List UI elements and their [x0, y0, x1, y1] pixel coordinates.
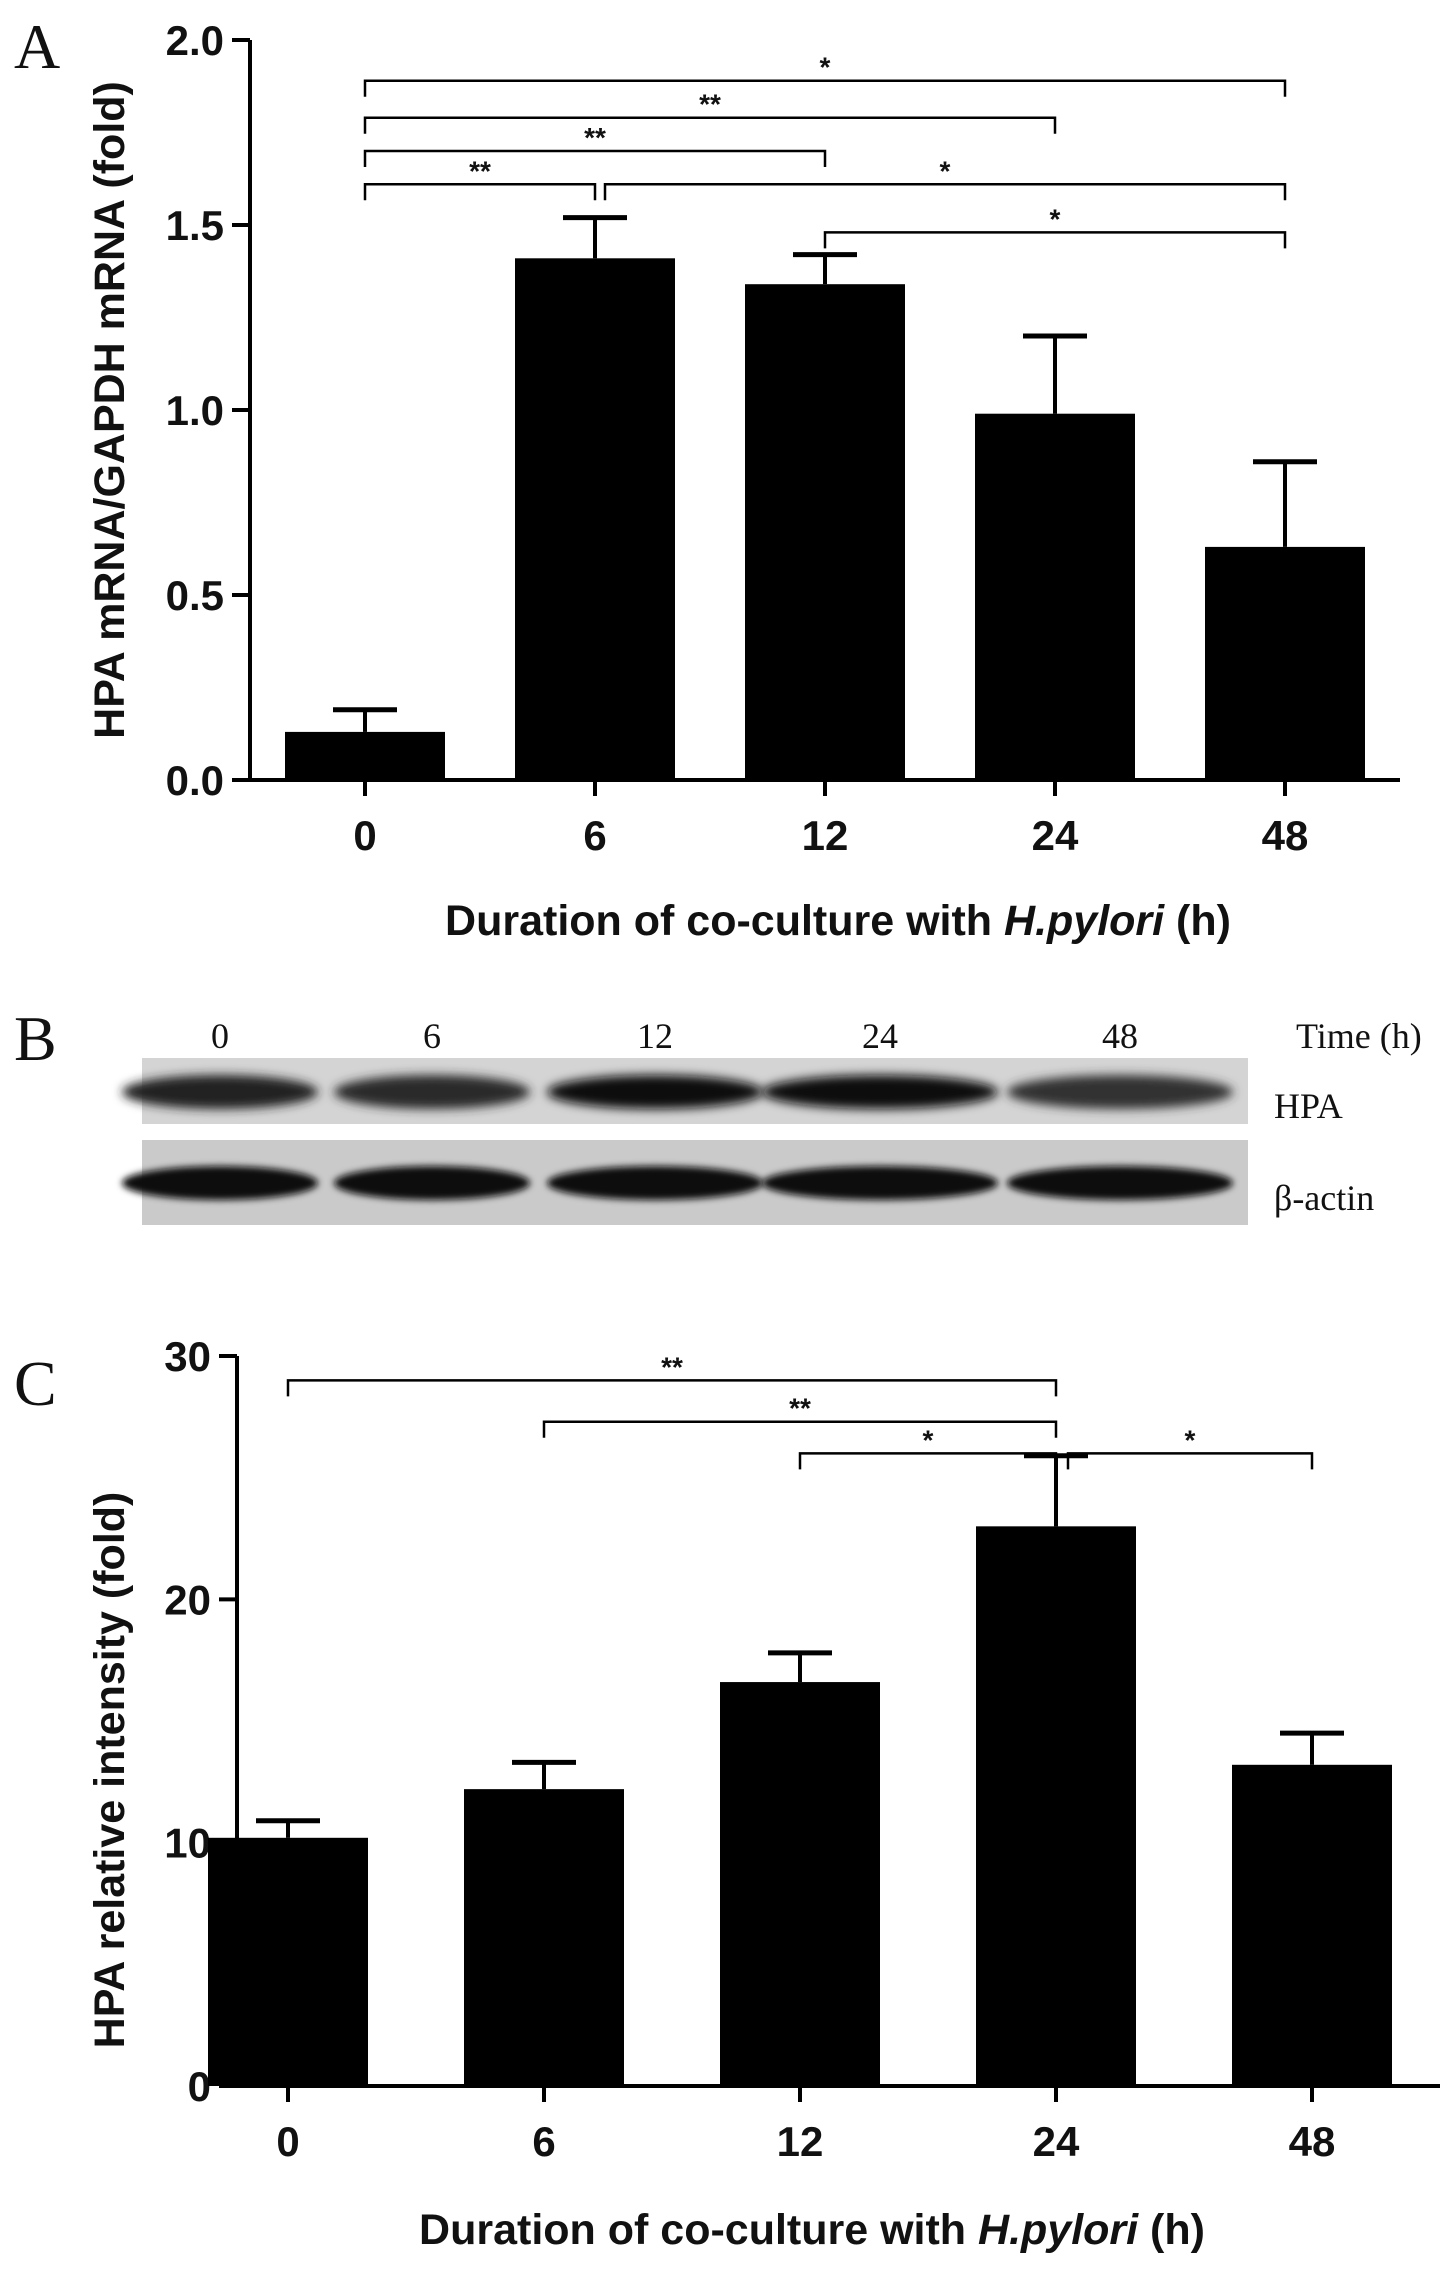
blot-band	[547, 1075, 763, 1109]
blot-band	[1007, 1166, 1233, 1200]
blot-lane-label: 0	[211, 1016, 229, 1056]
significance-label: **	[469, 155, 491, 186]
western-blot: Time (h) HPA β-actin 0 6 12 24 48	[122, 1016, 1422, 1225]
y-tick-label: 0.5	[166, 572, 224, 619]
significance-bracket	[363, 149, 827, 167]
significance-label: *	[1050, 203, 1061, 234]
bar	[285, 731, 445, 780]
y-tick-label: 0	[188, 2063, 211, 2110]
bar	[208, 1837, 368, 2086]
blot-band	[762, 1075, 998, 1109]
blot-lane-label: 24	[862, 1016, 898, 1056]
significance-label: **	[789, 1393, 811, 1424]
y-tick-label: 30	[164, 1333, 211, 1380]
x-tick-label: 12	[777, 2118, 824, 2165]
y-tick-label: 1.0	[166, 387, 224, 434]
significance-label: *	[940, 155, 951, 186]
bar	[1232, 1764, 1392, 2086]
significance-label: **	[699, 89, 721, 120]
significance-bracket	[286, 1379, 1058, 1397]
x-tick-label: 48	[1262, 812, 1309, 859]
blot-band	[547, 1166, 763, 1200]
blot-row-label-actin: β-actin	[1274, 1178, 1374, 1218]
blot-row-label-hpa: HPA	[1274, 1086, 1343, 1126]
significance-bracket	[823, 231, 1287, 249]
significance-bracket	[363, 116, 1057, 134]
blot-time-header: Time (h)	[1296, 1016, 1422, 1056]
panel-letter-c: C	[14, 1348, 57, 1419]
bar	[515, 258, 675, 780]
bar	[976, 1526, 1136, 2086]
y-tick-label: 0.0	[166, 757, 224, 804]
blot-lane-label: 48	[1102, 1016, 1138, 1056]
bar	[975, 413, 1135, 780]
y-tick-label: 1.5	[166, 202, 224, 249]
x-tick-label: 24	[1032, 812, 1079, 859]
significance-label: *	[820, 52, 831, 83]
y-tick-label: 20	[164, 1576, 211, 1623]
significance-label: *	[1185, 1424, 1196, 1455]
significance-bracket	[798, 1452, 1058, 1470]
blot-band	[334, 1075, 530, 1109]
significance-label: **	[584, 122, 606, 153]
significance-label: *	[923, 1424, 934, 1455]
chart-c: HPA relative intensity (fold) Duration o…	[86, 1333, 1440, 2254]
significance-bracket	[603, 183, 1287, 201]
x-tick-label: 0	[276, 2118, 299, 2165]
blot-band	[122, 1075, 318, 1109]
chart-a: HPA mRNA/GAPDH mRNA (fold) Duration of c…	[86, 17, 1400, 945]
x-tick-label: 0	[353, 812, 376, 859]
y-axis-title-c: HPA relative intensity (fold)	[86, 1492, 134, 2049]
blot-lane-label: 12	[637, 1016, 673, 1056]
significance-bracket	[363, 183, 597, 201]
bar	[1205, 546, 1365, 780]
y-tick-label: 10	[164, 1820, 211, 1867]
bar	[745, 284, 905, 780]
y-axis-title-a: HPA mRNA/GAPDH mRNA (fold)	[86, 81, 134, 739]
blot-band	[122, 1166, 318, 1200]
panel-letter-a: A	[14, 11, 60, 82]
blot-band	[1007, 1075, 1233, 1109]
bar	[464, 1789, 624, 2086]
x-tick-label: 24	[1033, 2118, 1080, 2165]
significance-label: **	[661, 1351, 683, 1382]
blot-band	[334, 1166, 530, 1200]
x-tick-label: 6	[532, 2118, 555, 2165]
y-tick-label: 2.0	[166, 17, 224, 64]
bar	[720, 1682, 880, 2086]
x-axis-title-a: Duration of co-culture with H.pylori (h)	[445, 897, 1231, 945]
x-tick-label: 12	[802, 812, 849, 859]
blot-lane-label: 6	[423, 1016, 441, 1056]
blot-band	[762, 1166, 998, 1200]
x-tick-label: 48	[1289, 2118, 1336, 2165]
x-axis-title-c: Duration of co-culture with H.pylori (h)	[419, 2206, 1205, 2254]
significance-bracket	[363, 79, 1287, 97]
significance-bracket	[542, 1420, 1058, 1438]
x-tick-label: 6	[583, 812, 606, 859]
significance-bracket	[1066, 1452, 1314, 1470]
panel-letter-b: B	[14, 1003, 57, 1074]
